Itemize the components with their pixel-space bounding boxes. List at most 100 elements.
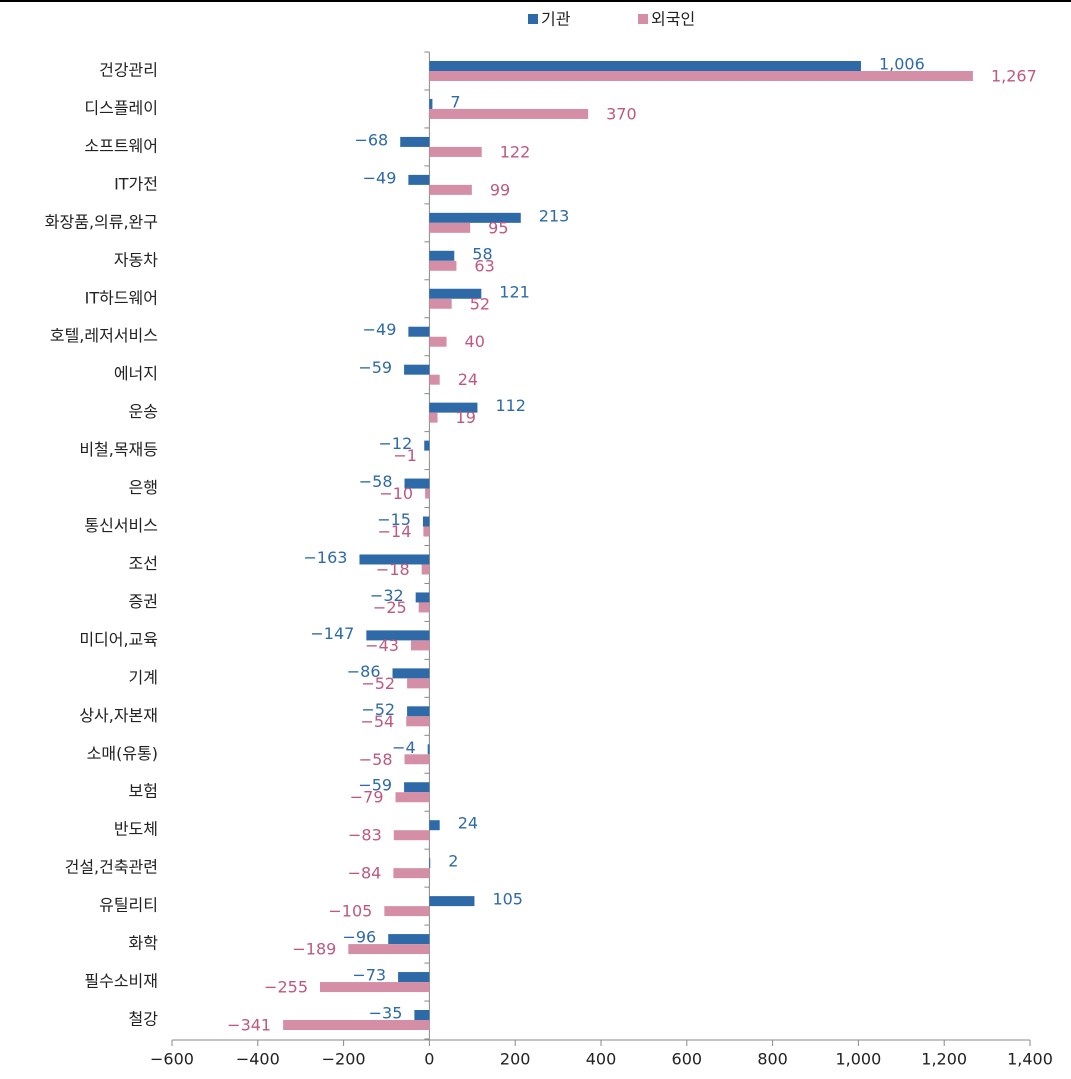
category-label: 은행 — [129, 478, 158, 497]
category-label: 운송 — [129, 402, 158, 421]
x-tick-label: 600 — [672, 1050, 703, 1069]
value-label: −15 — [377, 510, 411, 529]
bar — [429, 98, 433, 109]
value-label: −73 — [352, 966, 386, 985]
bar — [429, 61, 861, 71]
category-label: 반도체 — [114, 820, 158, 839]
bar — [427, 744, 430, 755]
category-label: 화장품,의류,완구 — [45, 212, 158, 231]
value-label: 24 — [458, 814, 478, 833]
category-label: 소매(유통) — [87, 744, 158, 763]
value-label: 7 — [450, 92, 460, 111]
value-label: 2 — [448, 852, 458, 871]
bar — [359, 554, 430, 565]
bar — [384, 906, 430, 917]
value-label: 63 — [474, 256, 494, 275]
x-tick-label: 1,200 — [921, 1050, 967, 1069]
category-label: 화학 — [129, 934, 159, 953]
value-label: −4 — [392, 738, 416, 757]
bar — [429, 250, 455, 261]
value-label: −68 — [354, 130, 388, 149]
bar — [404, 478, 430, 489]
value-label: −96 — [342, 928, 376, 947]
x-tick-label: 400 — [586, 1050, 617, 1069]
bar — [414, 1010, 430, 1020]
category-label: 건설,건축관련 — [65, 858, 158, 877]
category-label: 필수소비재 — [84, 972, 158, 991]
value-label: −49 — [363, 320, 397, 339]
x-tick-label: −400 — [236, 1050, 280, 1069]
bar — [388, 934, 430, 945]
bar — [422, 516, 430, 527]
value-label: −59 — [358, 358, 392, 377]
bar — [429, 374, 440, 385]
bar — [320, 982, 430, 993]
legend-label: 기관 — [541, 10, 571, 29]
category-label: 에너지 — [114, 364, 158, 383]
bar — [348, 944, 430, 955]
bar — [429, 260, 457, 271]
bar — [407, 678, 430, 689]
value-label: −32 — [370, 586, 404, 605]
category-label: 소프트웨어 — [84, 136, 158, 155]
bar — [407, 706, 430, 717]
x-tick-label: −200 — [322, 1050, 366, 1069]
legend-swatch — [528, 14, 538, 24]
bar — [398, 972, 430, 983]
x-tick-label: −600 — [150, 1050, 194, 1069]
value-label: 105 — [492, 890, 523, 909]
x-tick-label: 200 — [500, 1050, 531, 1069]
value-label: −14 — [378, 522, 412, 541]
bar — [393, 830, 430, 841]
value-label: 1,006 — [879, 55, 925, 74]
value-label: −59 — [358, 776, 392, 795]
bar — [429, 212, 521, 223]
value-label: −12 — [378, 434, 412, 453]
bar — [429, 820, 440, 831]
bar — [429, 336, 447, 347]
value-label: −83 — [348, 826, 382, 845]
bar — [429, 402, 478, 413]
value-label: −43 — [365, 636, 399, 655]
value-label: −54 — [360, 712, 394, 731]
bar — [392, 668, 430, 679]
category-label: 비철,목재등 — [79, 440, 158, 459]
legend-swatch — [638, 14, 648, 24]
value-label: −105 — [328, 902, 372, 921]
bar — [404, 782, 430, 793]
bar — [418, 602, 430, 613]
value-label: −52 — [361, 674, 395, 693]
value-label: −25 — [373, 598, 407, 617]
bar — [410, 640, 430, 651]
value-label: 40 — [465, 332, 485, 351]
category-label: 보험 — [129, 782, 158, 801]
bar — [424, 440, 430, 451]
bar — [423, 526, 430, 537]
legend-label: 외국인 — [651, 10, 695, 29]
category-label: 조선 — [129, 554, 158, 573]
value-label: −52 — [361, 700, 395, 719]
category-label: 상사,자본재 — [79, 706, 158, 725]
value-label: −255 — [264, 978, 308, 997]
value-label: 58 — [472, 244, 492, 263]
value-label: −1 — [393, 446, 417, 465]
bar — [429, 896, 475, 907]
bar — [366, 630, 430, 641]
category-label: 미디어,교육 — [79, 630, 158, 649]
bar — [393, 868, 430, 879]
category-label: IT가전 — [114, 174, 158, 193]
category-label: 유틸리티 — [99, 896, 158, 915]
x-tick-label: 1,000 — [835, 1050, 881, 1069]
bar — [408, 174, 430, 185]
value-label: 95 — [488, 218, 508, 237]
bar — [421, 564, 430, 575]
category-label: 철강 — [129, 1010, 159, 1029]
category-label: 증권 — [129, 592, 158, 611]
value-label: −189 — [292, 940, 336, 959]
bar — [429, 288, 482, 299]
x-tick-label: 800 — [757, 1050, 788, 1069]
value-label: 112 — [495, 396, 526, 415]
value-label: 1,267 — [991, 67, 1037, 86]
value-label: −79 — [350, 788, 384, 807]
